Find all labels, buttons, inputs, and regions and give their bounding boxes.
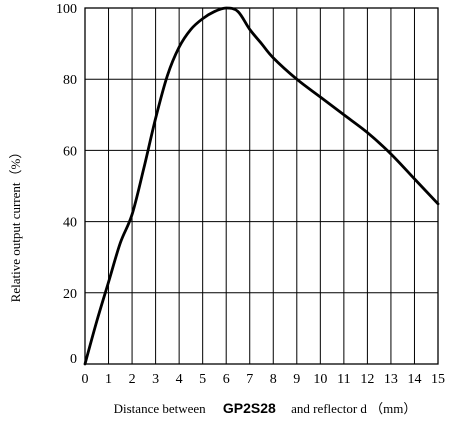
y-tick-labels: 0 20 40 60 80 100	[56, 2, 77, 367]
x-tick-label: 8	[270, 372, 277, 387]
x-tick-label: 1	[105, 372, 112, 387]
x-tick-label: 0	[82, 372, 89, 387]
x-tick-label: 14	[407, 372, 421, 387]
series-line	[83, 6, 440, 366]
x-axis-label-model: GP2S28	[223, 400, 276, 416]
y-tick-label: 80	[63, 73, 77, 88]
y-tick-label: 60	[63, 144, 77, 159]
x-tick-label: 3	[152, 372, 159, 387]
x-axis-label-prefix: Distance between	[114, 401, 207, 416]
y-axis-label: Relative output current（%）	[8, 146, 23, 303]
y-tick-label: 100	[56, 2, 77, 17]
plot-frame	[84, 7, 439, 365]
x-tick-label: 15	[431, 372, 445, 387]
x-tick-label: 11	[337, 372, 350, 387]
series-layer	[83, 6, 440, 366]
x-tick-label: 13	[384, 372, 398, 387]
x-tick-labels: 0 1 2 3 4 5 6 7 8 9 10 11 12 13 14 15	[82, 372, 446, 387]
x-tick-label: 2	[129, 372, 136, 387]
x-tick-label: 5	[199, 372, 206, 387]
x-tick-label: 9	[293, 372, 300, 387]
x-tick-label: 4	[176, 372, 183, 387]
chart-grid	[84, 7, 439, 365]
y-tick-label: 20	[63, 287, 77, 302]
y-tick-label: 40	[63, 216, 77, 231]
x-axis-label-suffix: and reflector d （mm）	[291, 401, 416, 416]
x-tick-label: 7	[246, 372, 253, 387]
x-tick-label: 12	[360, 372, 374, 387]
x-axis-label: Distance between GP2S28 and reflector d …	[114, 400, 417, 416]
y-tick-label: 0	[70, 352, 77, 367]
x-tick-label: 6	[223, 372, 230, 387]
x-tick-label: 10	[313, 372, 327, 387]
